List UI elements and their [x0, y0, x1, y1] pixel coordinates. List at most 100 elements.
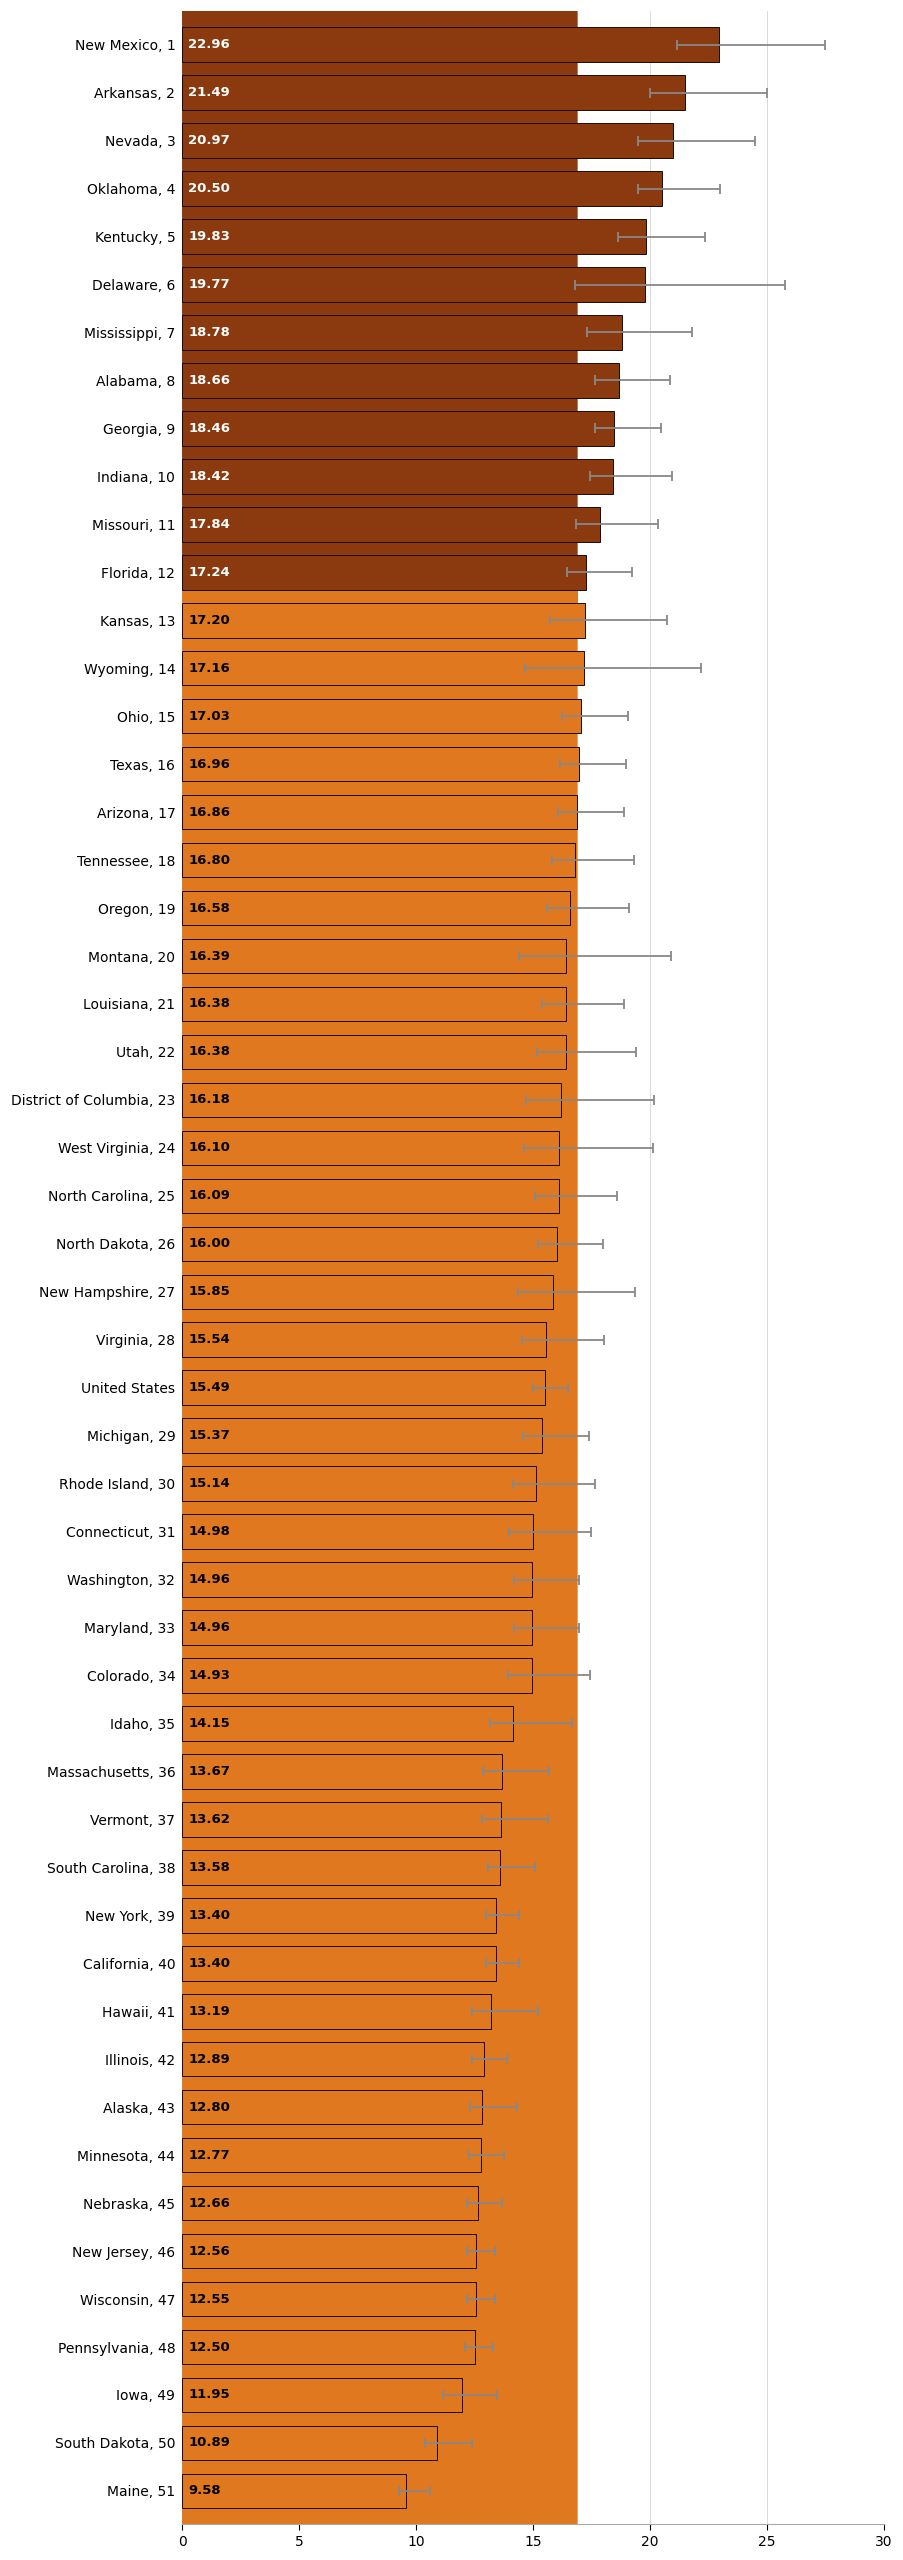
Bar: [182, 2281, 475, 2317]
Text: 17.24: 17.24: [188, 566, 229, 579]
Bar: [182, 2235, 476, 2268]
Bar: [182, 2138, 480, 2173]
Text: 16.18: 16.18: [188, 1093, 229, 1106]
Text: 13.67: 13.67: [188, 1764, 229, 1779]
Text: 13.40: 13.40: [188, 1956, 230, 1969]
Bar: [182, 1226, 556, 1262]
Bar: [182, 74, 684, 110]
Text: 16.09: 16.09: [188, 1190, 229, 1203]
Bar: [182, 1467, 535, 1500]
Bar: [182, 1946, 495, 1981]
Text: 16.10: 16.10: [188, 1142, 229, 1155]
Text: 20.50: 20.50: [188, 182, 229, 195]
Bar: [182, 699, 580, 735]
Text: 14.98: 14.98: [188, 1526, 229, 1539]
Text: 17.16: 17.16: [188, 660, 229, 676]
Text: 12.50: 12.50: [188, 2340, 229, 2353]
Bar: [182, 172, 661, 205]
Bar: [182, 1802, 500, 1836]
Bar: [182, 412, 613, 445]
Bar: [182, 1083, 560, 1116]
Text: 13.19: 13.19: [188, 2004, 229, 2017]
Bar: [182, 1370, 545, 1405]
Text: 15.14: 15.14: [188, 1477, 229, 1490]
Bar: [182, 220, 646, 253]
Text: 18.66: 18.66: [188, 374, 230, 387]
Bar: [182, 940, 565, 973]
Text: 19.83: 19.83: [188, 230, 229, 243]
Text: 16.80: 16.80: [188, 852, 230, 868]
Bar: [182, 2089, 481, 2125]
Text: 14.93: 14.93: [188, 1669, 229, 1682]
Text: 17.03: 17.03: [188, 709, 229, 722]
Bar: [182, 2427, 436, 2460]
Bar: [182, 1034, 565, 1070]
Text: 12.66: 12.66: [188, 2196, 229, 2209]
Text: 15.37: 15.37: [188, 1428, 229, 1441]
Bar: [182, 266, 644, 302]
Text: 13.62: 13.62: [188, 1812, 229, 1825]
Bar: [182, 794, 576, 829]
Text: 18.42: 18.42: [188, 471, 229, 484]
Text: 12.89: 12.89: [188, 2053, 229, 2066]
Bar: [182, 2473, 406, 2509]
Text: 18.78: 18.78: [188, 325, 229, 338]
Bar: [182, 364, 619, 397]
Text: 14.96: 14.96: [188, 1620, 229, 1633]
Bar: [182, 2043, 483, 2076]
Text: 14.96: 14.96: [188, 1572, 229, 1587]
Text: 12.80: 12.80: [188, 2102, 229, 2115]
Text: 17.20: 17.20: [188, 614, 229, 627]
Text: 16.38: 16.38: [188, 998, 230, 1011]
Text: 22.96: 22.96: [188, 38, 229, 51]
Bar: [182, 1178, 558, 1213]
Bar: [182, 556, 585, 589]
Bar: [182, 1132, 558, 1165]
Bar: [182, 458, 612, 494]
Bar: [182, 986, 565, 1021]
Text: 10.89: 10.89: [188, 2437, 229, 2450]
Text: 20.97: 20.97: [188, 133, 229, 146]
Text: 13.58: 13.58: [188, 1861, 229, 1874]
Text: 15.85: 15.85: [188, 1285, 229, 1298]
Bar: [182, 1705, 513, 1741]
Text: 12.55: 12.55: [188, 2294, 229, 2307]
Text: 19.77: 19.77: [188, 279, 229, 292]
Text: 16.38: 16.38: [188, 1044, 230, 1057]
Bar: [182, 650, 583, 686]
Bar: [182, 2378, 461, 2412]
Bar: [182, 2186, 478, 2220]
Text: 12.56: 12.56: [188, 2245, 229, 2258]
Bar: [182, 28, 719, 61]
Bar: [182, 315, 621, 351]
FancyBboxPatch shape: [174, 0, 577, 622]
Bar: [182, 891, 570, 924]
Bar: [182, 1562, 532, 1597]
Text: 12.77: 12.77: [188, 2148, 229, 2161]
Bar: [182, 1324, 545, 1357]
Text: 18.46: 18.46: [188, 422, 230, 435]
Bar: [182, 1275, 553, 1308]
Text: 16.58: 16.58: [188, 901, 229, 914]
Text: 16.39: 16.39: [188, 950, 229, 963]
Bar: [182, 1659, 531, 1692]
Text: 16.96: 16.96: [188, 758, 229, 771]
Text: 17.84: 17.84: [188, 517, 229, 530]
Text: 16.86: 16.86: [188, 806, 230, 819]
Text: 16.00: 16.00: [188, 1236, 230, 1249]
Text: 14.15: 14.15: [188, 1718, 229, 1731]
Bar: [182, 604, 584, 637]
Bar: [182, 1610, 532, 1644]
Bar: [182, 507, 599, 543]
Text: 11.95: 11.95: [188, 2388, 229, 2401]
Bar: [182, 2330, 474, 2365]
Bar: [182, 123, 672, 159]
Text: 21.49: 21.49: [188, 87, 229, 100]
Text: 9.58: 9.58: [188, 2483, 220, 2499]
Bar: [182, 1754, 501, 1789]
Bar: [182, 1994, 490, 2028]
Bar: [182, 1897, 495, 1933]
Bar: [182, 842, 574, 878]
Bar: [182, 1516, 532, 1549]
Bar: [182, 748, 579, 781]
